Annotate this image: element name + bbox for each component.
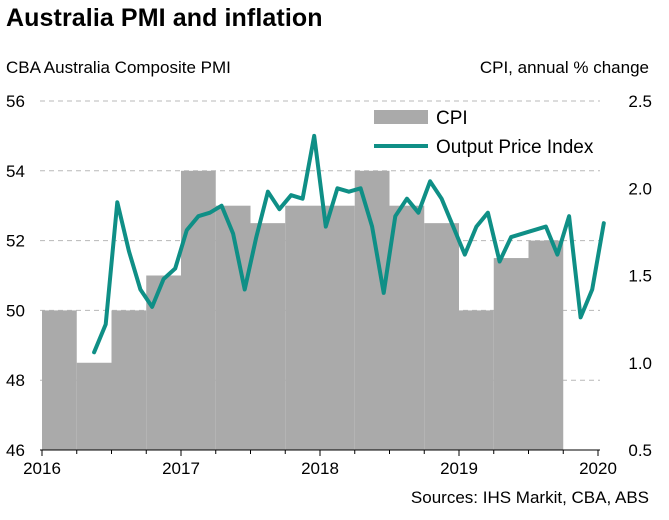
legend: CPI Output Price Index: [374, 108, 594, 158]
right-tick-label: 2.5: [628, 92, 652, 111]
legend-output-price-label: Output Price Index: [436, 137, 594, 158]
x-tick-label: 2016: [23, 459, 61, 478]
right-axis-label: CPI, annual % change: [479, 58, 649, 77]
cpi-bar: [146, 275, 181, 450]
right-tick-label: 2.0: [628, 179, 652, 198]
source-note: Sources: IHS Markit, CBA, ABS: [410, 488, 649, 507]
cpi-bar: [320, 205, 355, 450]
legend-cpi-swatch: [374, 110, 428, 124]
cpi-bar: [250, 223, 286, 450]
x-tick-label: 2017: [162, 459, 200, 478]
left-tick-label: 52: [6, 232, 25, 251]
cpi-bar: [42, 310, 77, 450]
axes: 2016 2017 2018 2019 2020 46 48 50 52 54 56 0.5 1.0 1.…: [6, 92, 652, 478]
cpi-bar: [215, 205, 251, 450]
cpi-bar: [76, 362, 112, 450]
cpi-bar: [424, 223, 459, 450]
cpi-bar: [528, 240, 564, 450]
left-axis-label: CBA Australia Composite PMI: [6, 58, 231, 77]
x-tick-label: 2018: [301, 459, 339, 478]
cpi-bar: [354, 170, 390, 451]
cpi-bar: [285, 205, 320, 450]
right-tick-label: 0.5: [628, 441, 652, 460]
x-tick-label: 2020: [579, 459, 617, 478]
right-tick-label: 1.0: [628, 354, 652, 373]
cpi-bar: [111, 310, 147, 450]
x-tick-label: 2019: [440, 459, 478, 478]
cpi-bar: [493, 258, 529, 450]
right-tick-label: 1.5: [628, 267, 652, 286]
cpi-bar: [389, 205, 425, 450]
left-tick-label: 56: [6, 92, 25, 111]
cpi-bar: [459, 310, 494, 450]
output-price-line: [92, 133, 606, 355]
left-tick-label: 50: [6, 301, 25, 320]
legend-cpi-label: CPI: [436, 108, 468, 129]
left-tick-label: 46: [6, 441, 25, 460]
left-tick-label: 54: [6, 162, 25, 181]
chart-title: Australia PMI and inflation: [6, 4, 323, 32]
left-tick-label: 48: [6, 371, 25, 390]
